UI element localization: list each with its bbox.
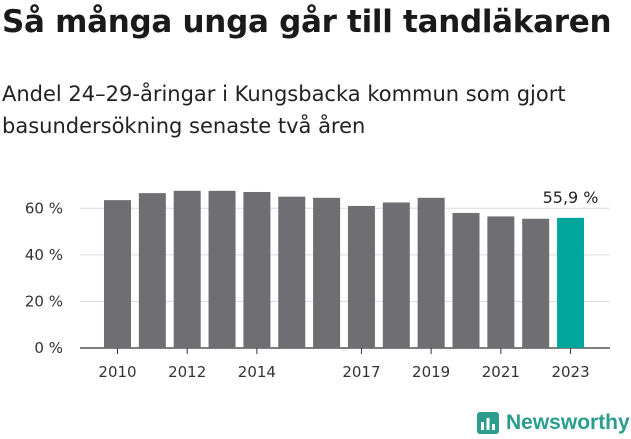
bar-2014 [243, 191, 271, 348]
x-tick-label: 2014 [238, 363, 276, 381]
brand-logo: Newsworthy [476, 408, 630, 438]
bar-2018 [382, 202, 410, 348]
bar-2011 [138, 193, 166, 348]
bar-2020 [452, 212, 480, 348]
bar-2021 [487, 216, 515, 348]
x-tick-label: 2023 [551, 363, 589, 381]
bar-2022 [522, 218, 550, 348]
bar-2017 [347, 205, 375, 348]
data-labels: 55,9 % [543, 188, 599, 207]
brand-name: Newsworthy [506, 411, 630, 434]
x-axis-ticks: 2010 2012 2014 2017 2019 2021 2023 [98, 348, 590, 381]
grid-lines [80, 207, 610, 349]
chart-title: Så många unga går till tandläkaren [2, 4, 612, 40]
bar-2019 [417, 197, 445, 348]
bar-2015 [278, 196, 306, 348]
x-tick-label: 2010 [98, 363, 136, 381]
x-tick-label: 2017 [342, 363, 380, 381]
bar-2012 [173, 190, 201, 348]
y-tick-label: 20 % [25, 292, 63, 310]
y-tick-label: 0 % [34, 339, 63, 357]
bars [104, 190, 585, 348]
chart-subtitle: Andel 24–29-åringar i Kungsbacka kommun … [2, 82, 566, 138]
y-axis-ticks: 0 % 20 % 40 % 60 % [25, 199, 63, 357]
x-tick-label: 2019 [412, 363, 450, 381]
chart-icon [477, 412, 499, 434]
bar-chart: 0 % 20 % 40 % 60 % 2010 2012 2014 2017 2019 2021… [25, 188, 610, 381]
bar-2010 [104, 200, 131, 348]
x-tick-label: 2021 [482, 363, 520, 381]
bar-2013 [208, 190, 236, 348]
x-tick-label: 2012 [168, 363, 206, 381]
bar-2016 [313, 197, 341, 348]
data-label-2023: 55,9 % [543, 188, 599, 207]
y-tick-label: 60 % [25, 199, 63, 217]
bar-2023 [557, 217, 585, 348]
y-tick-label: 40 % [25, 246, 63, 264]
